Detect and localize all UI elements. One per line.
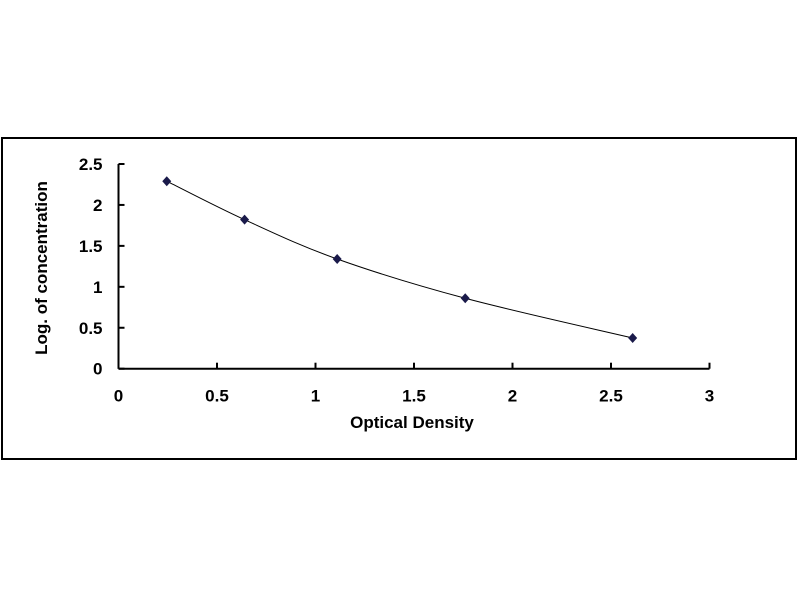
tick-labels: 0 0.5 1 1.5 2 2.5 3 0 0.5 1 1.5 2 2.5 (79, 155, 714, 406)
y-tick-label: 1.5 (79, 237, 103, 256)
y-axis-label: Log. of concentration (32, 181, 51, 355)
data-point (240, 214, 250, 225)
x-tick-label: 2.5 (599, 387, 623, 406)
x-tick-label: 2 (508, 387, 517, 406)
data-point (162, 176, 172, 187)
x-tick-label: 0.5 (205, 387, 229, 406)
y-tick-label: 1 (93, 278, 102, 297)
x-tick-label: 0 (114, 387, 123, 406)
data-point (628, 332, 638, 343)
trend-curve (166, 180, 633, 339)
x-tick-label: 3 (705, 387, 714, 406)
y-tick-label: 2.5 (79, 155, 103, 174)
y-tick-label: 0.5 (79, 319, 103, 338)
y-tick-label: 2 (93, 196, 102, 215)
chart-frame (1, 137, 797, 460)
axes (117, 163, 711, 370)
x-axis-label: Optical Density (350, 413, 474, 432)
data-point (332, 253, 342, 264)
data-points (162, 176, 638, 343)
data-point (460, 293, 470, 304)
y-tick-label: 0 (93, 360, 102, 379)
x-tick-label: 1 (311, 387, 320, 406)
x-tick-label: 1.5 (402, 387, 426, 406)
